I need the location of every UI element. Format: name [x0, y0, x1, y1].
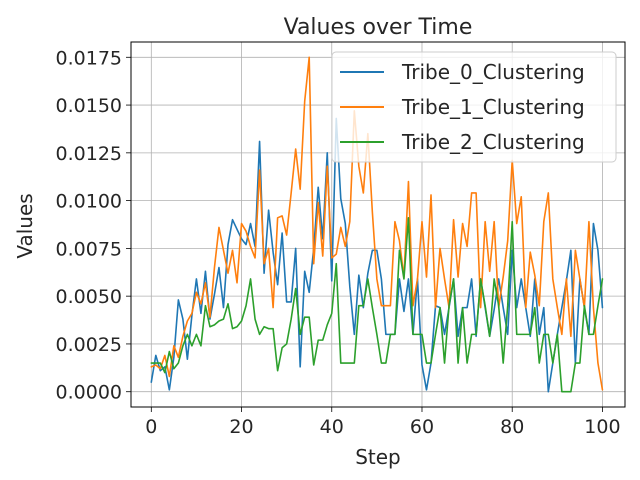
x-tick-label: 100	[584, 416, 620, 438]
legend-box	[331, 51, 617, 163]
x-tick-label: 0	[145, 416, 157, 438]
legend-label: Tribe_1_Clustering	[401, 95, 585, 119]
series-layer	[150, 56, 604, 393]
x-tick-label: 60	[410, 416, 434, 438]
x-axis-label: Step	[355, 445, 401, 469]
legend: Tribe_0_Clustering Tribe_1_Clustering Trib…	[331, 51, 617, 163]
legend-label: Tribe_2_Clustering	[401, 130, 585, 154]
y-tick-label: 0.0000	[56, 382, 122, 404]
y-axis-label: Values	[13, 193, 37, 258]
axis-ticks: 0 20 40 60 80 100 0.0000 0.0025 0.0050 0.0075 0.01…	[56, 47, 621, 438]
x-tick-label: 40	[320, 416, 344, 438]
series-line-tribe-2-clustering	[150, 217, 604, 393]
y-tick-label: 0.0025	[56, 334, 122, 356]
x-tick-label: 80	[500, 416, 524, 438]
y-tick-label: 0.0150	[56, 95, 122, 117]
y-tick-label: 0.0100	[56, 191, 122, 213]
y-tick-label: 0.0125	[56, 143, 122, 165]
chart-title: Values over Time	[284, 15, 473, 40]
y-tick-label: 0.0050	[56, 286, 122, 308]
series-line-tribe-1-clustering	[150, 56, 604, 391]
y-tick-label: 0.0075	[56, 238, 122, 260]
x-tick-label: 20	[229, 416, 253, 438]
plot-frame	[130, 41, 626, 408]
legend-label: Tribe_0_Clustering	[401, 60, 585, 84]
y-tick-label: 0.0175	[56, 47, 122, 69]
